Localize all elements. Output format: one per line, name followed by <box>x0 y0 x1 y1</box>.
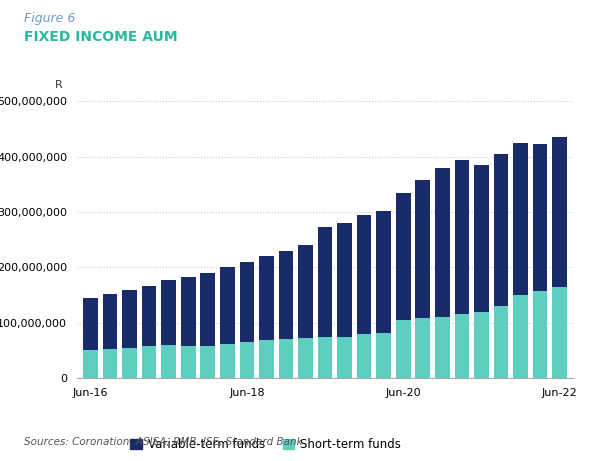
Bar <box>552 287 567 378</box>
Bar <box>396 193 411 320</box>
Bar <box>415 318 430 378</box>
Bar <box>259 340 274 378</box>
Bar <box>474 165 489 312</box>
Text: R: R <box>56 80 63 90</box>
Bar <box>181 346 196 378</box>
Bar <box>298 245 313 338</box>
Bar <box>357 215 372 334</box>
Text: Figure 6: Figure 6 <box>24 12 75 24</box>
Bar <box>278 251 293 339</box>
Bar <box>142 286 157 347</box>
Bar <box>493 154 508 306</box>
Legend: Variable-term funds, Short-term funds: Variable-term funds, Short-term funds <box>125 434 406 456</box>
Bar <box>239 262 254 342</box>
Bar <box>513 143 528 295</box>
Bar <box>103 349 118 378</box>
Bar <box>435 317 450 378</box>
Bar <box>83 298 98 350</box>
Bar <box>396 320 411 378</box>
Bar <box>376 211 391 333</box>
Bar <box>454 314 469 378</box>
Bar <box>376 333 391 378</box>
Bar <box>122 290 137 348</box>
Bar <box>337 337 352 378</box>
Bar <box>532 144 547 290</box>
Bar <box>552 137 567 287</box>
Bar <box>259 256 274 340</box>
Bar <box>357 334 372 378</box>
Bar <box>220 344 235 378</box>
Bar <box>142 347 157 378</box>
Bar <box>220 267 235 344</box>
Bar <box>181 277 196 346</box>
Bar <box>318 337 332 378</box>
Bar <box>161 345 176 378</box>
Bar <box>337 223 352 337</box>
Bar <box>200 346 215 378</box>
Bar <box>435 168 450 317</box>
Text: FIXED INCOME AUM: FIXED INCOME AUM <box>24 30 177 44</box>
Text: Sources: Coronation, ASISA, RMB, JSE, Standard Bank: Sources: Coronation, ASISA, RMB, JSE, St… <box>24 437 302 447</box>
Bar <box>83 350 98 378</box>
Bar <box>239 342 254 378</box>
Bar <box>532 290 547 378</box>
Bar <box>318 227 332 337</box>
Bar <box>278 339 293 378</box>
Bar <box>200 273 215 346</box>
Bar <box>122 348 137 378</box>
Bar <box>493 306 508 378</box>
Bar <box>161 279 176 345</box>
Bar <box>474 312 489 378</box>
Bar <box>513 295 528 378</box>
Bar <box>103 294 118 349</box>
Bar <box>454 160 469 314</box>
Bar <box>415 180 430 318</box>
Bar <box>298 338 313 378</box>
